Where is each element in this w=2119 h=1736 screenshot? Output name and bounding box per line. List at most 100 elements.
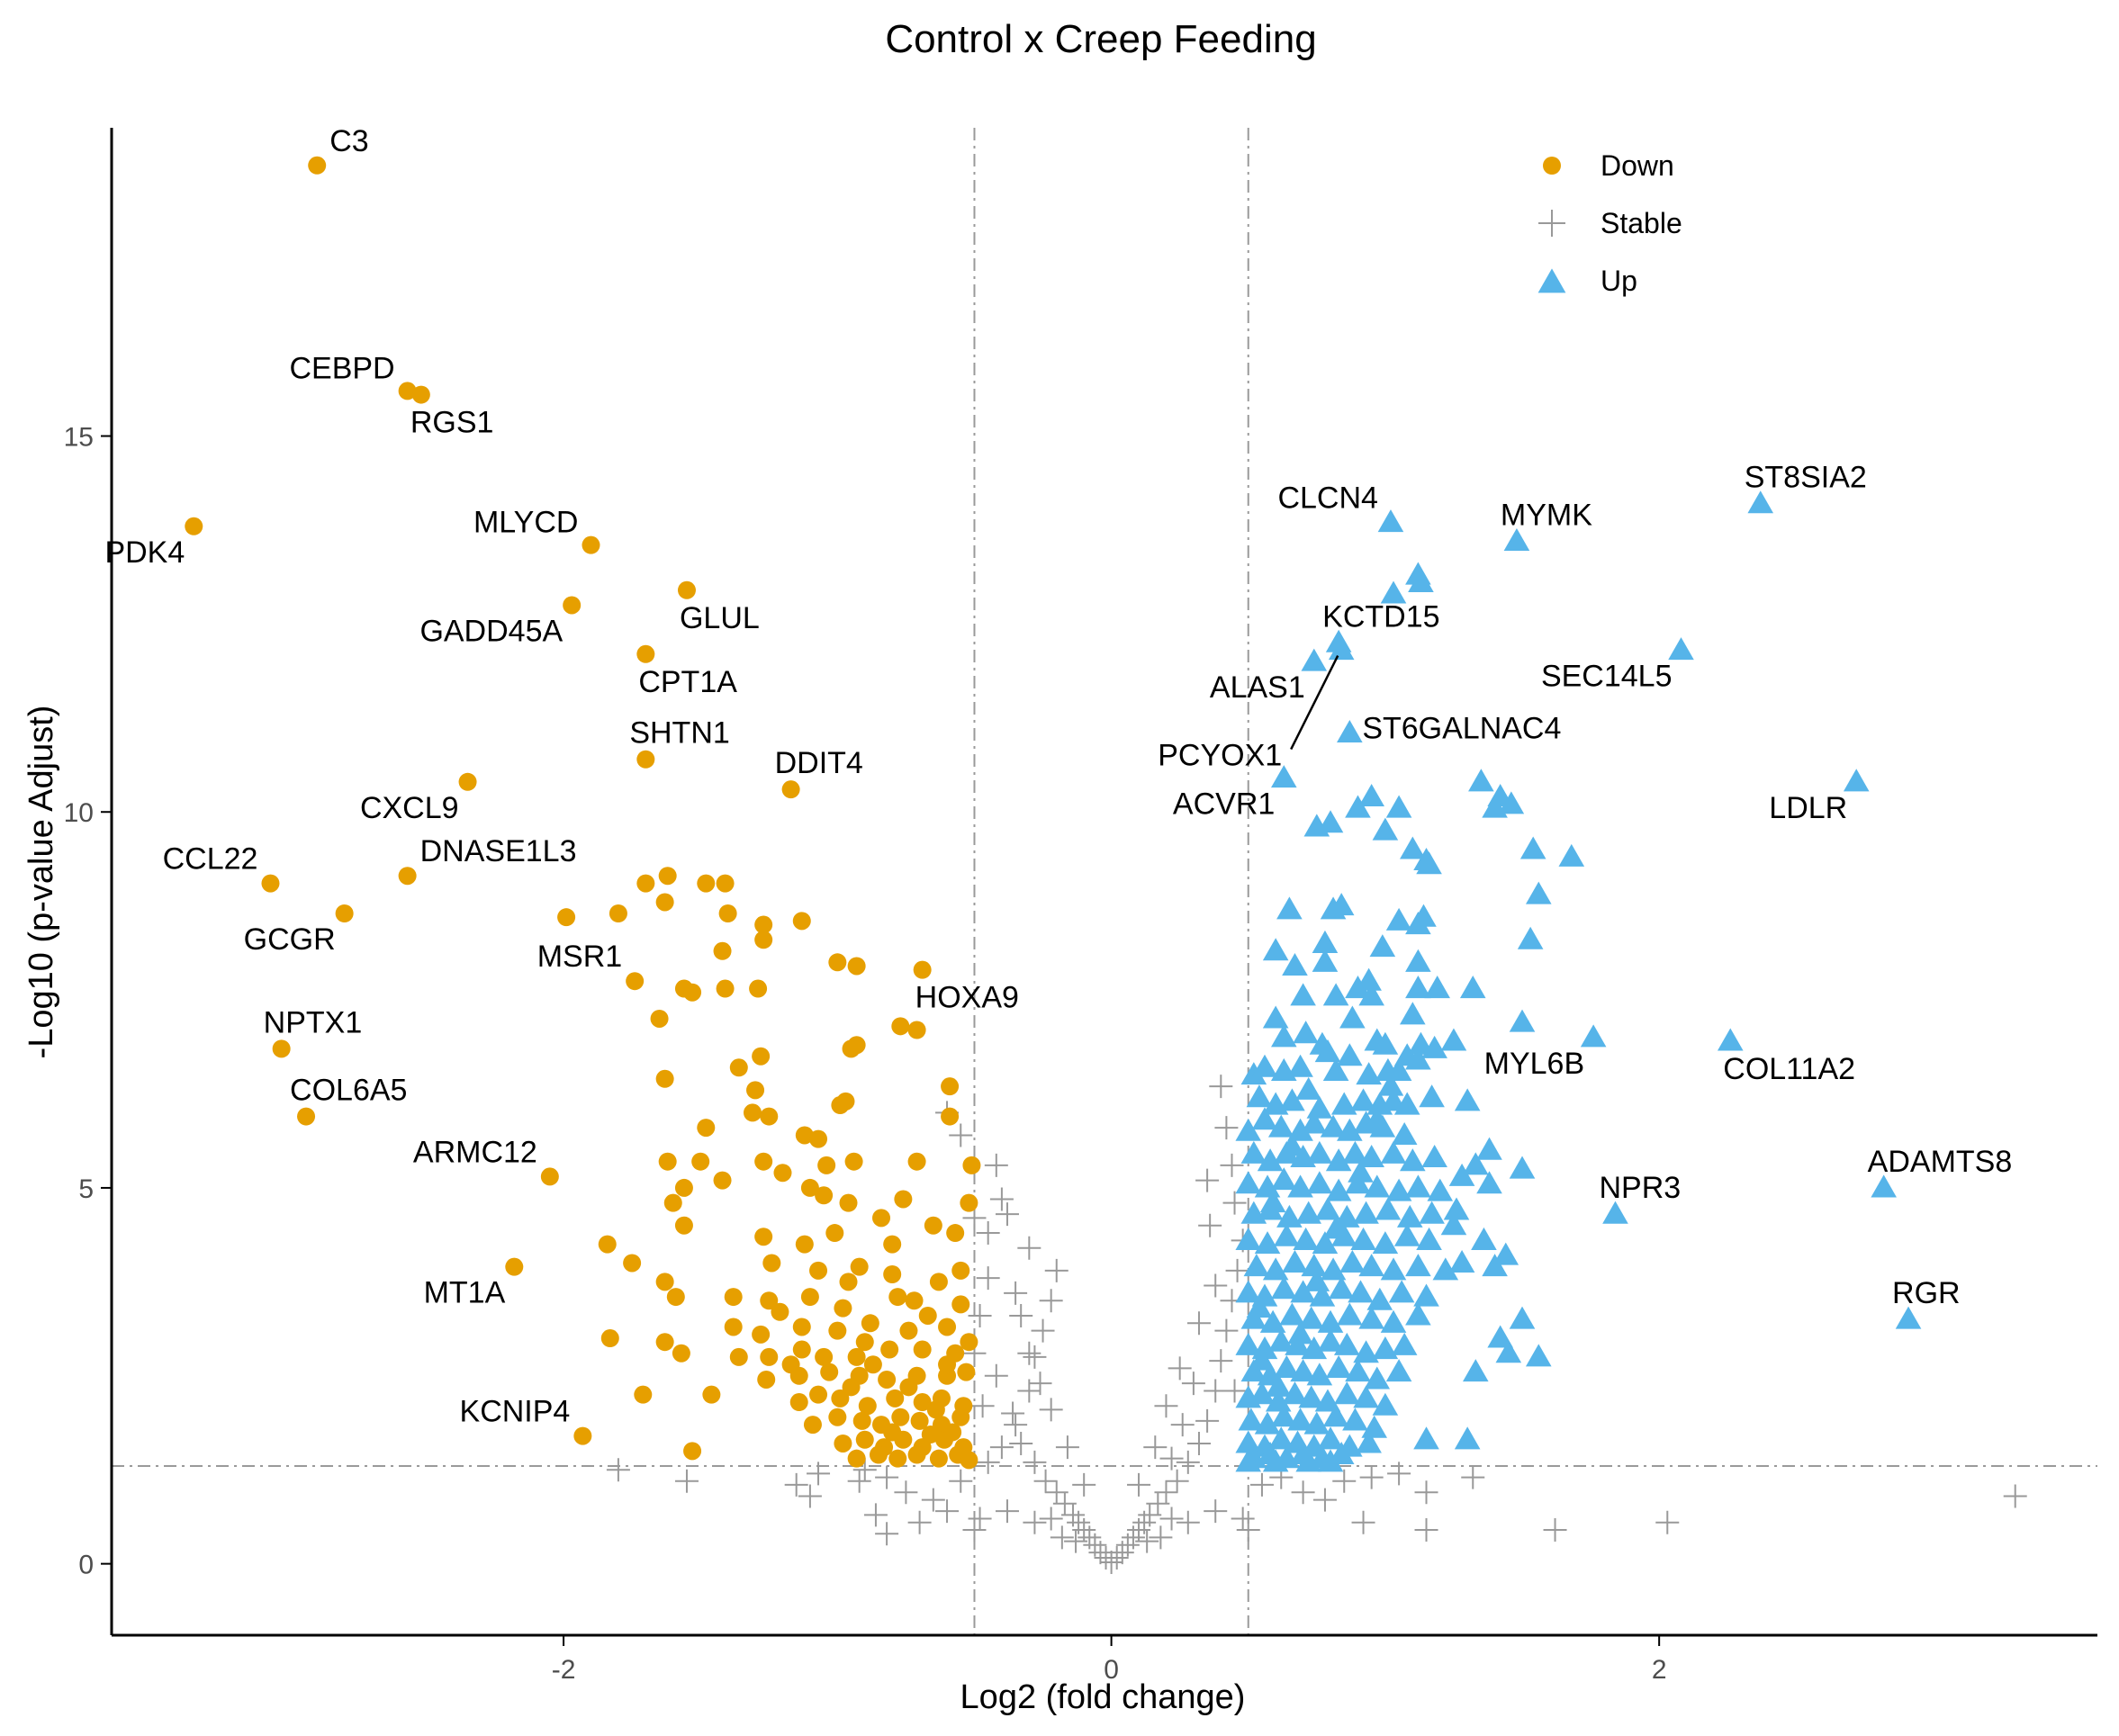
- stable-point: [1023, 1510, 1047, 1534]
- legend-label-up: Up: [1601, 265, 1637, 297]
- up-point: [1325, 1148, 1352, 1172]
- down-point: [650, 1009, 669, 1028]
- up-point: [1282, 1249, 1308, 1273]
- stable-point: [1028, 1372, 1052, 1396]
- up-point: [1251, 1107, 1278, 1130]
- up-point: [1353, 1385, 1379, 1408]
- gene-label: SEC14L5: [1541, 660, 1673, 694]
- down-point: [831, 1389, 850, 1408]
- down-point-rgs1: [411, 385, 430, 404]
- up-point: [1317, 1426, 1344, 1450]
- down-point: [792, 912, 811, 931]
- stable-point: [976, 1450, 1000, 1474]
- down-point: [834, 1434, 852, 1453]
- up-point: [1385, 1057, 1412, 1081]
- gene-label: COL11A2: [1723, 1052, 1855, 1086]
- down-point: [869, 1445, 888, 1464]
- gene-label: PCYOX1: [1158, 739, 1282, 773]
- stable-point: [1023, 1450, 1047, 1474]
- up-point: [1287, 1054, 1313, 1077]
- down-point: [880, 1340, 899, 1359]
- up-point: [1424, 976, 1450, 999]
- up-point: [1246, 1295, 1273, 1318]
- down-point: [951, 1261, 970, 1280]
- up-point: [1393, 1043, 1420, 1066]
- stable-point: [1387, 1462, 1411, 1486]
- up-point: [1413, 848, 1439, 871]
- down-point: [744, 1103, 762, 1122]
- down-point: [815, 1347, 834, 1366]
- down-point: [960, 1451, 978, 1470]
- up-point: [1345, 1171, 1371, 1194]
- gene-label: NPR3: [1599, 1171, 1681, 1205]
- up-point-ldlr: [1843, 769, 1870, 792]
- up-point: [1498, 791, 1525, 814]
- down-point-col6a5: [297, 1107, 316, 1126]
- up-point: [1312, 930, 1339, 953]
- up-point: [1405, 1254, 1431, 1277]
- label-leader-line: [1290, 655, 1339, 751]
- up-point: [1240, 1062, 1267, 1085]
- stable-point: [1176, 1510, 1200, 1534]
- up-point: [1317, 1328, 1344, 1352]
- stable-point: [989, 1187, 1014, 1211]
- up-point: [1400, 1002, 1426, 1025]
- chart-title: Control x Creep Feeding: [885, 17, 1316, 61]
- up-point: [1293, 1021, 1319, 1044]
- up-point: [1246, 1084, 1273, 1108]
- stable-point: [949, 1123, 973, 1147]
- up-point: [1259, 1309, 1286, 1333]
- up-point: [1440, 1028, 1467, 1051]
- up-point: [1271, 1024, 1297, 1048]
- up-point: [1372, 817, 1399, 841]
- up-point: [1380, 1309, 1407, 1333]
- up-point: [1317, 1309, 1344, 1333]
- up-point: [1380, 580, 1407, 604]
- up-point: [1337, 1118, 1363, 1141]
- stable-point: [1154, 1480, 1178, 1505]
- up-point: [1358, 784, 1384, 807]
- stable-point: [1170, 1413, 1195, 1437]
- stable-point: [1031, 1318, 1055, 1343]
- down-point: [899, 1321, 918, 1340]
- down-point: [910, 1411, 929, 1430]
- stable-point: [674, 1469, 699, 1493]
- gene-label: ARMC12: [413, 1135, 537, 1169]
- up-point: [1249, 1381, 1276, 1405]
- down-point: [713, 1171, 732, 1190]
- up-point: [1271, 1167, 1297, 1191]
- down-point: [894, 1190, 913, 1209]
- up-point: [1487, 1325, 1513, 1348]
- up-point: [1427, 1178, 1454, 1201]
- up-point: [1419, 1201, 1445, 1224]
- stable-point: [1209, 1349, 1233, 1373]
- down-point: [754, 1152, 773, 1171]
- up-point: [1276, 1204, 1303, 1228]
- up-point: [1375, 1197, 1402, 1220]
- gene-label: ST6GALNAC4: [1362, 712, 1561, 746]
- down-point: [724, 1318, 743, 1336]
- stable-point: [1033, 1469, 1058, 1493]
- up-point: [1400, 1148, 1426, 1172]
- down-point-kcnip4: [573, 1426, 592, 1445]
- down-point: [844, 1152, 863, 1171]
- up-point: [1274, 1223, 1300, 1246]
- up-point: [1393, 1223, 1420, 1246]
- down-point: [852, 1411, 871, 1430]
- stable-point: [921, 1488, 945, 1512]
- down-point: [724, 1288, 743, 1307]
- down-point: [891, 1408, 910, 1426]
- stable-point: [1044, 1258, 1069, 1282]
- up-point: [1405, 949, 1431, 972]
- down-point: [938, 1318, 957, 1336]
- gene-label: HOXA9: [915, 981, 1019, 1015]
- down-point: [781, 1355, 800, 1374]
- down-point: [760, 1107, 779, 1126]
- down-point: [924, 1216, 942, 1235]
- y-tick-label: 5: [78, 1174, 94, 1204]
- stable-point: [1214, 1116, 1239, 1140]
- up-point: [1276, 896, 1303, 920]
- stable-point: [1249, 1472, 1274, 1497]
- down-points: [185, 156, 981, 1470]
- up-point: [1468, 769, 1494, 792]
